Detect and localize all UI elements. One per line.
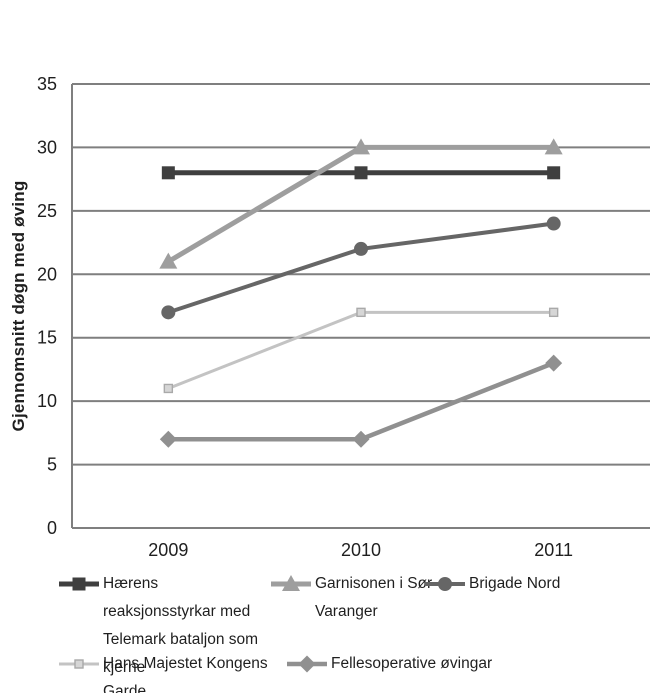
legend-marker-triangle-icon [271, 575, 311, 591]
legend-entry-brigade-nord: Brigade Nord [424, 570, 629, 598]
series-marker-square-small [74, 659, 84, 669]
legend-label: Hærens reaksjonsstyrkar med Telemark bat… [103, 575, 259, 676]
y-tick-label: 0 [47, 518, 57, 538]
series-marker-square-small [163, 383, 174, 394]
y-tick-label: 20 [37, 264, 57, 284]
legend-label: Fellesoperative øvingar [331, 655, 493, 672]
series-marker-circle [161, 305, 176, 320]
series-marker-square [161, 166, 175, 180]
x-category-label: 2011 [534, 540, 573, 560]
legend-marker-diamond-icon [287, 655, 327, 673]
series-marker-square [547, 166, 561, 180]
legend-marker-circle-icon [425, 577, 465, 591]
series-marker-circle [354, 241, 368, 256]
y-tick-label: 30 [37, 137, 57, 157]
series-marker-triangle [544, 138, 563, 155]
series-line-3 [167, 310, 554, 390]
legend-marker-square-small-icon [59, 659, 99, 669]
series-marker-diamond [159, 430, 177, 448]
series-marker-diamond [545, 354, 563, 372]
series-marker-circle [546, 216, 561, 231]
series-marker-triangle [282, 575, 300, 591]
series-marker-square-small [548, 307, 559, 318]
series-marker-diamond [352, 430, 370, 448]
series-line-2 [167, 221, 554, 315]
y-tick-label: 35 [37, 74, 57, 94]
series-marker-triangle [159, 252, 178, 269]
legend-label: Garnisonen i Sør-Varanger [315, 575, 438, 620]
legend-label: Hans Majestet Kongens Garde [103, 655, 268, 693]
series-marker-square [72, 577, 86, 591]
legend-entry-fellesoperative: Fellesoperative øvingar [286, 650, 541, 678]
legend-label: Brigade Nord [469, 575, 561, 592]
y-tick-label: 5 [47, 455, 57, 475]
series-marker-square-small [356, 307, 366, 318]
series-marker-circle [438, 577, 452, 591]
y-tick-label: 25 [37, 201, 57, 221]
series-marker-square [354, 166, 368, 180]
x-category-label: 2009 [148, 540, 188, 560]
y-tick-label: 10 [37, 391, 57, 411]
series-marker-diamond [298, 655, 316, 673]
legend-entry-garnisonen: Garnisonen i Sør-Varanger [270, 570, 450, 626]
legend-entry-haerens: Hærens reaksjonsstyrkar med Telemark bat… [58, 570, 275, 682]
y-tick-label: 15 [37, 328, 57, 348]
series-marker-triangle [352, 138, 370, 155]
legend-entry-hmkg: Hans Majestet Kongens Garde [58, 650, 285, 693]
chart-canvas: 0 5 10 15 20 25 30 35 2009 2010 2011 [37, 74, 650, 560]
x-category-label: 2010 [341, 540, 381, 560]
legend-marker-square-icon [59, 577, 99, 591]
